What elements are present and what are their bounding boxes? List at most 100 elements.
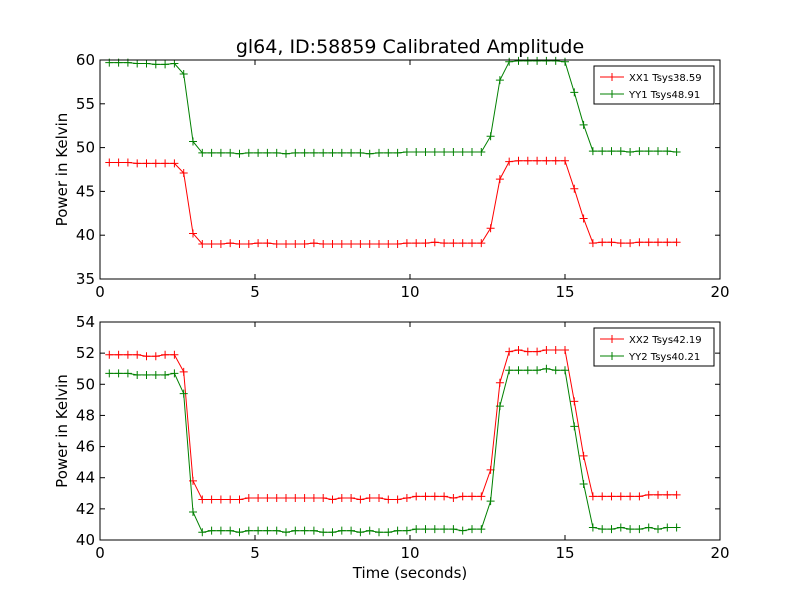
- bottom-x-tick-label: 15: [555, 544, 574, 562]
- top-series-2-point: [402, 147, 411, 156]
- bottom-series-2-point: [458, 526, 467, 535]
- top-series-1-point: [412, 239, 421, 248]
- bottom-series-2-point: [570, 422, 579, 431]
- bottom-series-1-point: [672, 490, 681, 499]
- top-series-1-point: [272, 239, 281, 248]
- bottom-series-2-point: [505, 366, 514, 375]
- top-series-2-point: [458, 147, 467, 156]
- top-series-1-point: [123, 158, 132, 167]
- top-x-tick-label: 0: [95, 283, 105, 301]
- bottom-series-2-point: [412, 525, 421, 534]
- bottom-series-1-point: [365, 493, 374, 502]
- bottom-series-1-point: [654, 490, 662, 499]
- top-series-2-point: [328, 148, 337, 157]
- top-series-1-point: [207, 239, 216, 248]
- top-series-2-point: [579, 120, 588, 129]
- top-series-1-point: [347, 239, 356, 248]
- top-series-2-point: [626, 147, 635, 156]
- top-series-2-point: [272, 148, 281, 157]
- top-series-1-point: [570, 184, 579, 193]
- top-series-1-point: [161, 159, 170, 168]
- top-series-2-point: [337, 148, 346, 157]
- top-y-tick-label: 55: [76, 95, 95, 113]
- bottom-y-axis-label: Power in Kelvin: [53, 374, 71, 488]
- top-legend-marker: [608, 73, 616, 81]
- top-series-1-point: [384, 239, 393, 248]
- bottom-series-2-point: [282, 528, 290, 537]
- bottom-series-2-point: [440, 525, 449, 534]
- bottom-series-2-point: [235, 528, 244, 537]
- top-series-1-point: [300, 239, 309, 248]
- bottom-y-tick-label: 48: [76, 406, 95, 424]
- bottom-series-1-point: [514, 346, 523, 355]
- bottom-series-1-point: [272, 493, 281, 502]
- bottom-series-2-point: [216, 526, 225, 535]
- top-series-2-point: [505, 57, 514, 66]
- bottom-series-2-point: [514, 366, 523, 375]
- bottom-x-tick-label: 0: [95, 544, 105, 562]
- top-series-1-point: [375, 239, 383, 248]
- bottom-series-1-point: [533, 347, 542, 356]
- top-series-1-point: [291, 239, 300, 248]
- bottom-series-2-point: [337, 526, 346, 535]
- bottom-legend-label: XX2 Tsys42.19: [629, 335, 702, 346]
- top-series-1-point: [495, 175, 504, 184]
- bottom-series-1-point: [161, 350, 170, 359]
- bottom-series-1-point: [356, 495, 365, 504]
- bottom-series-2-point: [588, 523, 597, 532]
- bottom-series-1-point: [207, 495, 216, 504]
- bottom-x-tick-label: 20: [710, 544, 729, 562]
- top-series-1-point: [430, 238, 439, 247]
- top-axes-frame: [99, 59, 721, 280]
- top-series-2-point: [495, 76, 504, 85]
- bottom-series-2-point: [179, 389, 188, 398]
- x-axis-label: Time (seconds): [352, 564, 468, 582]
- bottom-series-2-point: [672, 523, 681, 532]
- bottom-series-1-point: [216, 495, 225, 504]
- top-series-2-point: [189, 137, 197, 146]
- top-series-1-point: [626, 239, 635, 248]
- bottom-y-tick-label: 54: [76, 313, 95, 331]
- top-series-1-point: [235, 239, 244, 248]
- bottom-series-1-point: [430, 492, 439, 501]
- bottom-series-2-point: [402, 526, 411, 535]
- top-series-1-point: [607, 238, 616, 247]
- top-series-1-point: [189, 229, 197, 238]
- bottom-legend-marker: [608, 352, 616, 360]
- top-y-axis-label: Power in Kelvin: [53, 113, 71, 227]
- top-series-2-point: [309, 148, 318, 157]
- top-series-1-point: [598, 238, 607, 247]
- bottom-series-1-point: [337, 493, 346, 502]
- top-series-1-point: [133, 159, 142, 168]
- bottom-axes-frame: [99, 321, 721, 541]
- top-series-1-point: [523, 156, 532, 165]
- bottom-series-1-point: [468, 492, 476, 501]
- top-series-2-point: [449, 147, 458, 156]
- top-series-2-point: [207, 148, 216, 157]
- bottom-series-2-point: [309, 526, 318, 535]
- top-y-tick-label: 50: [76, 139, 95, 157]
- bottom-series-2-point: [486, 497, 495, 506]
- bottom-series-1-point: [309, 493, 318, 502]
- top-series-2-point: [142, 59, 151, 68]
- top-series-2-point: [384, 148, 393, 157]
- bottom-series-1-point: [588, 492, 597, 501]
- bottom-series-1-point: [170, 350, 179, 359]
- bottom-x-tick-label: 10: [400, 544, 419, 562]
- bottom-series-2-point: [551, 366, 560, 375]
- top-series-1-point: [179, 169, 188, 178]
- top-x-tick-label: 10: [400, 283, 419, 301]
- bottom-series-2-point: [430, 525, 439, 534]
- bottom-series-1-point: [477, 492, 486, 501]
- bottom-series-1-point: [523, 347, 532, 356]
- top-series-1-point: [672, 238, 681, 247]
- bottom-legend-marker: [608, 335, 616, 343]
- top-series-1-point: [588, 239, 597, 248]
- bottom-series-1-point: [393, 495, 402, 504]
- bottom-series-2-point: [533, 366, 542, 375]
- top-series-2-point: [635, 147, 644, 156]
- bottom-series-1-point: [347, 493, 356, 502]
- top-series-2-point: [412, 147, 421, 156]
- top-series-1-point: [337, 239, 346, 248]
